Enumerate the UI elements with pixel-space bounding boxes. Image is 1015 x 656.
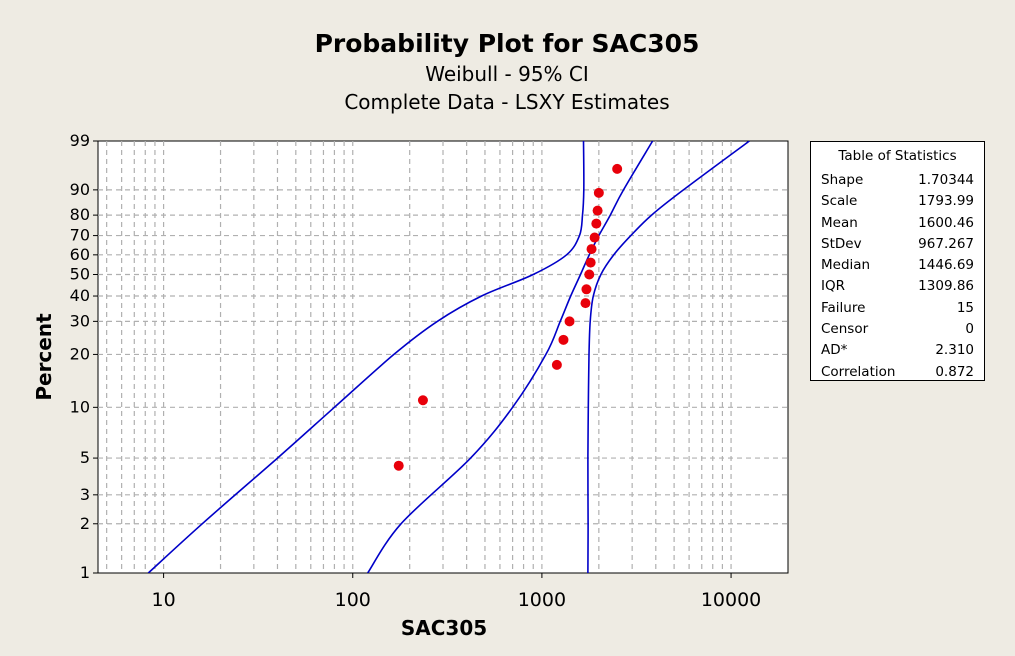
data-point <box>580 298 591 309</box>
statistic-value: 2.310 <box>935 342 974 359</box>
statistic-value: 1446.69 <box>918 257 974 274</box>
y-tick-label: 60 <box>70 245 90 264</box>
statistic-label: Shape <box>821 172 864 188</box>
data-point <box>564 316 575 327</box>
y-tick-label: 10 <box>70 397 90 416</box>
x-tick-label: 10 <box>152 589 176 611</box>
ci-upper-line <box>147 141 585 573</box>
data-point <box>592 205 603 216</box>
statistic-value: 15 <box>956 299 974 316</box>
x-tick-label: 10000 <box>701 589 761 611</box>
y-tick-label: 90 <box>70 180 90 199</box>
statistics-table: Table of Statistics Shape 1.70344 Scale 179… <box>810 141 985 381</box>
x-axis-label: SAC305 <box>401 616 487 640</box>
statistics-row: Mean 1600.46 <box>811 213 984 234</box>
statistics-row: Scale 1793.99 <box>811 191 984 212</box>
data-point <box>593 187 604 198</box>
y-tick-label: 20 <box>70 344 90 363</box>
data-point <box>417 395 428 406</box>
statistic-label: Failure <box>821 299 866 316</box>
data-point <box>612 163 623 174</box>
statistic-label: StDev <box>821 235 862 252</box>
y-tick-label: 40 <box>70 286 90 305</box>
chart-subtitle-2: Complete Data - LSXY Estimates <box>344 90 669 114</box>
statistic-value: 1.70344 <box>918 172 974 188</box>
y-tick-label: 70 <box>70 226 90 245</box>
data-point <box>581 284 592 295</box>
statistics-row: StDev 967.267 <box>811 234 984 255</box>
statistics-row: Shape 1.70344 <box>811 170 984 191</box>
statistic-value: 1309.86 <box>918 278 974 295</box>
statistics-row: Failure 15 <box>811 298 984 319</box>
statistics-row: Median 1446.69 <box>811 255 984 276</box>
statistic-value: 0 <box>965 321 974 338</box>
statistics-row: IQR 1309.86 <box>811 276 984 297</box>
statistic-label: Scale <box>821 193 858 210</box>
statistics-rows: Shape 1.70344 Scale 1793.99 Mean 1600.46 StDev… <box>811 170 984 383</box>
statistic-label: Correlation <box>821 363 896 380</box>
y-tick-label: 1 <box>80 563 90 582</box>
y-tick-label: 3 <box>80 485 90 504</box>
data-point <box>584 269 595 280</box>
ci-lower-line <box>587 141 750 573</box>
statistic-value: 0.872 <box>935 363 974 380</box>
statistic-label: AD* <box>821 342 848 359</box>
statistics-table-title: Table of Statistics <box>838 148 957 164</box>
y-tick-label: 50 <box>70 265 90 284</box>
data-point <box>393 460 404 471</box>
statistic-value: 1600.46 <box>918 214 974 231</box>
statistics-row: Censor 0 <box>811 319 984 340</box>
y-tick-label: 80 <box>70 205 90 224</box>
data-point <box>585 257 596 268</box>
statistics-row: Correlation 0.872 <box>811 362 984 383</box>
data-point <box>591 218 602 229</box>
fitted-line <box>367 141 654 573</box>
y-tick-label: 5 <box>80 448 90 467</box>
grid <box>98 141 788 573</box>
y-tick-label: 30 <box>70 311 90 330</box>
x-axis-ticks: 10 100 1000 10000 <box>152 573 761 611</box>
data-points <box>393 163 623 471</box>
statistic-label: IQR <box>821 278 845 295</box>
data-point <box>551 359 562 370</box>
ci-lines <box>147 141 750 573</box>
statistic-label: Censor <box>821 321 869 338</box>
data-point <box>558 334 569 345</box>
x-tick-label: 100 <box>335 589 371 611</box>
x-tick-label: 1000 <box>518 589 566 611</box>
chart-title: Probability Plot for SAC305 <box>315 29 700 58</box>
statistic-label: Median <box>821 257 871 274</box>
statistic-label: Mean <box>821 214 858 231</box>
statistic-value: 967.267 <box>918 235 974 252</box>
chart-subtitle-1: Weibull - 95% CI <box>425 62 589 86</box>
data-point <box>586 244 597 255</box>
data-point <box>589 232 600 243</box>
y-tick-label: 2 <box>80 514 90 533</box>
statistic-value: 1793.99 <box>918 193 974 210</box>
y-tick-label: 99 <box>70 131 90 150</box>
statistics-row: AD* 2.310 <box>811 340 984 361</box>
y-axis-label: Percent <box>32 313 56 401</box>
